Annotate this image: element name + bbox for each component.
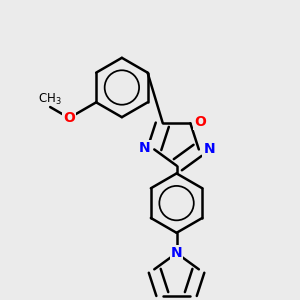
Text: O: O: [63, 111, 75, 125]
Text: O: O: [194, 115, 206, 129]
Text: N: N: [171, 246, 182, 260]
Text: CH$_3$: CH$_3$: [38, 92, 62, 107]
Text: N: N: [203, 142, 215, 156]
Text: N: N: [139, 141, 151, 155]
